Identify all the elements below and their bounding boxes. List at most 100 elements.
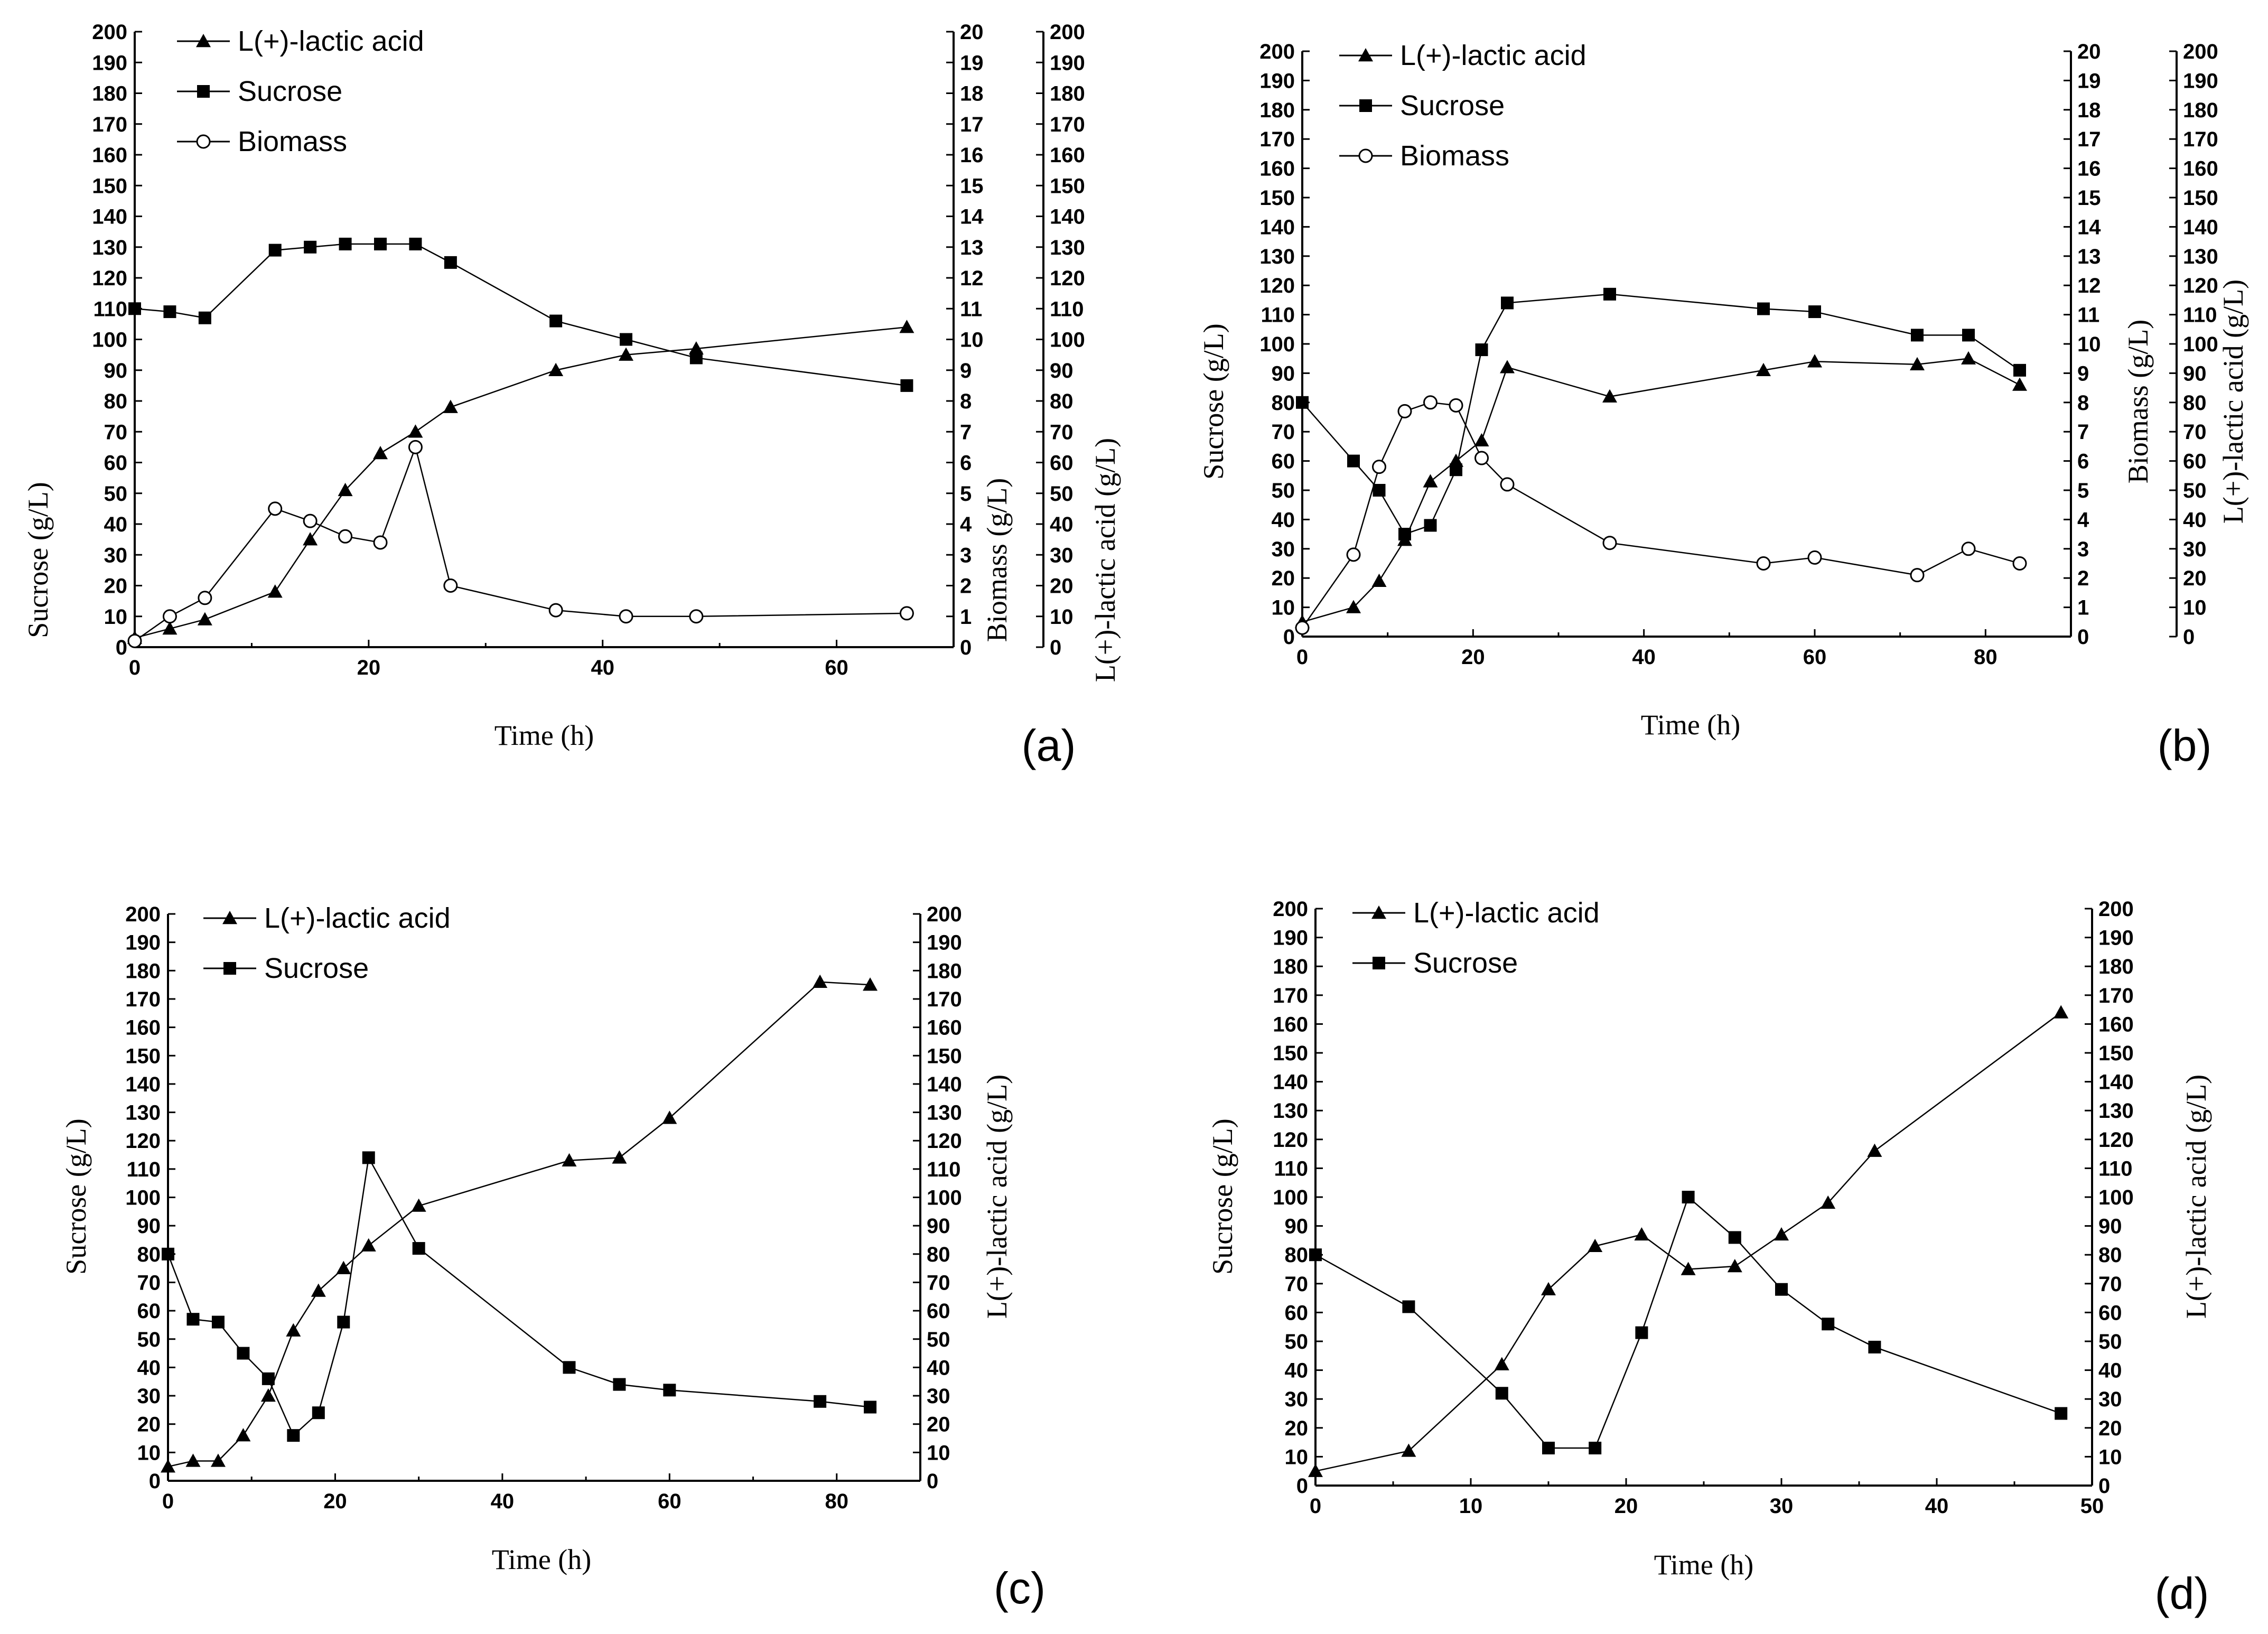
data-point-square xyxy=(1398,528,1411,541)
data-point-triangle xyxy=(1821,1195,1836,1209)
data-point-triangle xyxy=(303,532,318,546)
right-y-tick-label: 4 xyxy=(2077,508,2089,531)
right-y-tick-label: 14 xyxy=(2077,216,2101,239)
data-point-triangle xyxy=(1474,433,1489,447)
right-y-tick-label: 15 xyxy=(960,174,984,198)
right-y-tick-label: 10 xyxy=(927,1441,950,1464)
left-y-tick-label: 90 xyxy=(1272,362,1295,385)
data-point-square xyxy=(563,1361,576,1374)
data-point-square xyxy=(1501,296,1514,310)
legend-marker-square xyxy=(1359,99,1372,112)
right-y-tick-label: 8 xyxy=(960,390,972,413)
legend-marker-square xyxy=(197,85,210,98)
data-point-square xyxy=(162,1247,174,1260)
data-point-triangle xyxy=(2054,1005,2069,1019)
data-point-square xyxy=(1603,287,1616,301)
chart-panel-d: 0102030405060708090100110120130140150160… xyxy=(1207,897,2212,1618)
data-point-circle xyxy=(443,578,458,593)
right-y-tick-label: 110 xyxy=(2098,1157,2133,1180)
left-y-tick-label: 120 xyxy=(1259,274,1295,297)
data-point-triangle xyxy=(1807,354,1822,368)
left-y-tick-label: 190 xyxy=(1273,927,1308,950)
left-y-tick-label: 80 xyxy=(137,1243,161,1266)
x-tick-label: 40 xyxy=(591,656,614,679)
data-point-square xyxy=(1775,1283,1788,1296)
left-y-axis-label: Sucrose (g/L) xyxy=(22,482,54,638)
left-y-tick-label: 170 xyxy=(1273,984,1308,1007)
right-y-tick-label: 0 xyxy=(1050,636,1061,659)
right-y-tick-label: 150 xyxy=(2183,186,2218,210)
left-y-tick-label: 100 xyxy=(1273,1186,1308,1209)
data-point-square xyxy=(211,1315,225,1329)
right-y-tick-label: 120 xyxy=(927,1129,962,1153)
series-line-circle xyxy=(1301,402,2020,629)
left-y-tick-label: 20 xyxy=(1285,1417,1309,1440)
right-y-tick-label: 160 xyxy=(1050,144,1085,167)
legend-label: L(+)-lactic acid xyxy=(264,902,451,934)
data-point-triangle xyxy=(311,1283,326,1297)
data-point-triangle xyxy=(197,612,212,625)
right-y-tick-label: 18 xyxy=(960,82,984,106)
legend-label: L(+)-lactic acid xyxy=(1413,897,1600,929)
data-point-square xyxy=(1542,1442,1555,1455)
left-y-tick-label: 0 xyxy=(1296,1474,1308,1498)
right-y-tick-label: 40 xyxy=(927,1356,950,1379)
left-y-tick-label: 0 xyxy=(149,1470,161,1493)
right-y-tick-label: 9 xyxy=(960,359,972,382)
x-tick-label: 0 xyxy=(1310,1495,1321,1518)
left-y-tick-label: 30 xyxy=(104,544,128,567)
data-point-triangle xyxy=(1727,1259,1742,1273)
data-point-circle xyxy=(899,606,914,621)
right-y-tick-label: 1 xyxy=(960,605,972,629)
series-line-triangle xyxy=(134,326,907,639)
right-y-tick-label: 80 xyxy=(1050,390,1074,413)
data-point-triangle xyxy=(1961,351,1976,365)
left-y-tick-label: 30 xyxy=(1285,1388,1309,1411)
right-y-tick-label: 120 xyxy=(1050,267,1085,290)
right-y-tick-label: 10 xyxy=(2098,1445,2122,1469)
right-y-tick-label: 20 xyxy=(960,21,984,44)
left-y-tick-label: 80 xyxy=(1285,1244,1309,1267)
left-y-axis-label: Sucrose (g/L) xyxy=(1198,323,1229,479)
left-y-tick-label: 190 xyxy=(1259,69,1295,92)
data-point-circle xyxy=(619,609,633,624)
right-y-tick-label: 0 xyxy=(2077,625,2089,649)
right-y-tick-label: 3 xyxy=(960,544,972,567)
left-y-tick-label: 10 xyxy=(104,605,128,629)
data-point-square xyxy=(663,1384,676,1397)
right-y-tick-label: 130 xyxy=(2183,245,2218,268)
right-y-tick-label: 200 xyxy=(2098,898,2134,921)
data-point-triangle xyxy=(899,320,914,333)
data-point-triangle xyxy=(443,399,458,413)
data-point-triangle xyxy=(1681,1262,1696,1275)
data-point-triangle xyxy=(267,584,283,598)
data-point-square xyxy=(1868,1340,1881,1353)
x-tick-label: 40 xyxy=(1925,1495,1949,1518)
data-point-triangle xyxy=(162,621,178,635)
data-point-square xyxy=(1424,519,1437,532)
right-y-tick-label: 180 xyxy=(927,959,962,983)
data-point-circle xyxy=(1910,568,1925,583)
right-y-tick-label: 50 xyxy=(2098,1330,2122,1353)
data-point-square xyxy=(198,311,211,324)
data-point-circle xyxy=(1602,536,1617,550)
right-y-tick-label: 40 xyxy=(2098,1359,2122,1383)
left-y-tick-label: 20 xyxy=(104,575,128,598)
data-point-square xyxy=(1682,1191,1695,1203)
right-y-tick-label: 200 xyxy=(927,903,962,926)
left-y-tick-label: 190 xyxy=(125,931,161,955)
right-y-tick-label: 12 xyxy=(2077,274,2101,297)
left-y-tick-label: 130 xyxy=(1259,245,1295,268)
right-y-tick-label: 70 xyxy=(927,1271,950,1294)
data-point-triangle xyxy=(1602,389,1617,403)
right-y-tick-label: 5 xyxy=(2077,479,2089,502)
data-point-triangle xyxy=(863,977,878,991)
data-point-square xyxy=(1402,1300,1415,1313)
data-point-square xyxy=(814,1395,827,1408)
right-y-tick-label: 50 xyxy=(2183,479,2207,502)
x-tick-label: 30 xyxy=(1770,1495,1794,1518)
data-point-triangle xyxy=(1588,1238,1603,1253)
right-y-tick-label: 30 xyxy=(2098,1388,2122,1411)
data-point-square xyxy=(1962,329,1975,342)
